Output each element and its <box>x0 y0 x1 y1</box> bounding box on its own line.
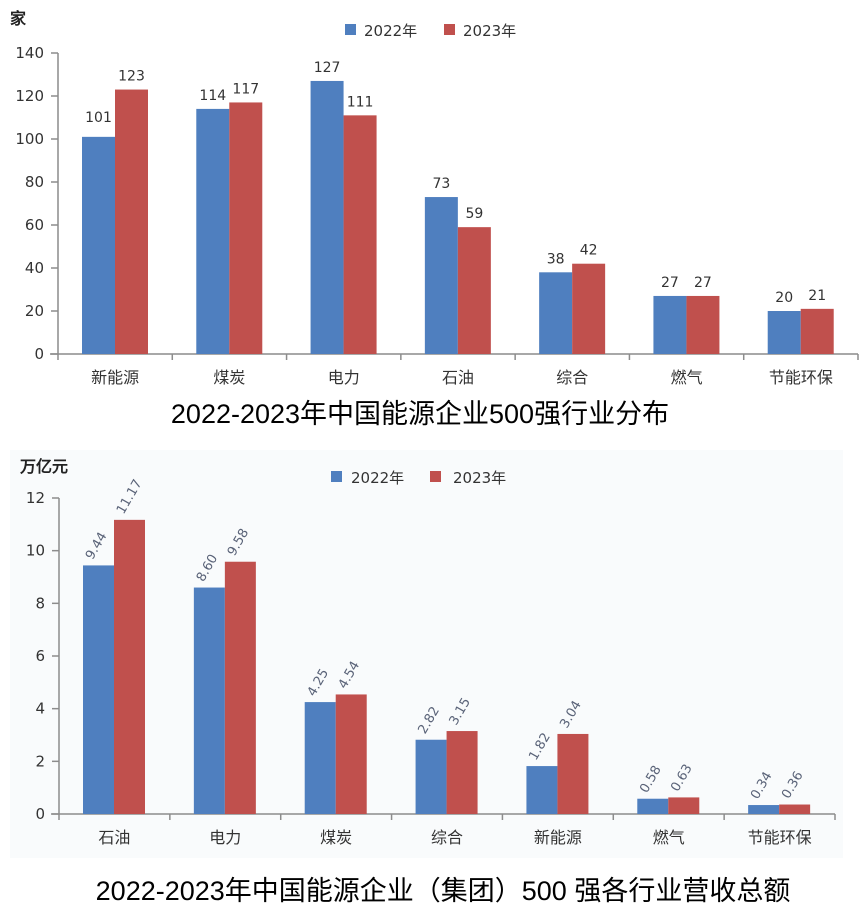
bar-2023 <box>343 115 377 354</box>
bar-2022 <box>653 295 687 354</box>
bar-2022 <box>767 311 801 354</box>
chart2-caption: 2022-2023年中国能源企业（集团）500 强各行业营收总额 <box>96 876 791 906</box>
chart2-legend-label-2023: 2023年 <box>453 469 506 487</box>
chart1-caption: 2022-2023年中国能源企业500强行业分布 <box>171 399 669 429</box>
bar-2023 <box>686 295 720 354</box>
data-label: 127 <box>314 60 341 76</box>
bar-2022 <box>310 80 344 354</box>
chart1-y-unit-label: 家 <box>10 9 27 28</box>
y-tick-label: 12 <box>26 489 45 507</box>
y-tick-label: 100 <box>15 130 44 148</box>
x-category-label: 节能环保 <box>748 828 812 847</box>
x-category-label: 煤炭 <box>213 368 245 387</box>
x-category-label: 新能源 <box>534 828 582 847</box>
data-label: 38 <box>547 251 565 267</box>
bar-2023 <box>114 519 145 814</box>
bar-2022 <box>424 197 458 354</box>
bar-2022 <box>82 136 115 354</box>
bar-2022 <box>304 702 336 814</box>
x-category-label: 综合 <box>431 828 463 847</box>
bar-2023 <box>779 804 811 814</box>
y-tick-label: 140 <box>15 44 44 62</box>
chart2-legend: 2022年 2023年 <box>331 469 506 487</box>
bar-2023 <box>800 308 834 354</box>
chart2-legend-label-2022: 2022年 <box>351 469 404 487</box>
y-tick-label: 40 <box>25 259 44 277</box>
x-category-label: 燃气 <box>671 368 703 387</box>
y-tick-label: 0 <box>34 345 44 363</box>
y-tick-label: 60 <box>25 216 44 234</box>
chart2-legend-swatch-2023 <box>430 471 441 482</box>
data-label: 111 <box>347 94 374 110</box>
x-category-label: 煤炭 <box>320 828 352 847</box>
chart-industry-distribution: 家 2022年 2023年 0 20 40 60 80 100 120 140 新能源 煤炭 电力 石… <box>10 9 859 429</box>
x-category-label: 燃气 <box>653 828 685 847</box>
bar-2023 <box>457 227 491 354</box>
chart1-legend-swatch-2023 <box>444 24 455 35</box>
bar-2022 <box>539 272 573 354</box>
bar-2023 <box>224 561 256 814</box>
x-category-label: 电力 <box>328 368 360 387</box>
y-tick-label: 8 <box>35 594 45 612</box>
bar-2022 <box>415 739 447 814</box>
data-label: 73 <box>432 176 450 192</box>
y-tick-label: 2 <box>35 752 45 770</box>
bar-2022 <box>748 805 780 814</box>
data-label: 117 <box>232 81 259 97</box>
data-label: 42 <box>580 243 598 259</box>
y-tick-label: 0 <box>35 805 45 823</box>
chart2-y-unit-label: 万亿元 <box>19 457 68 476</box>
data-label: 27 <box>661 275 679 291</box>
y-tick-label: 6 <box>35 647 45 665</box>
x-category-label: 石油 <box>442 368 474 387</box>
y-tick-label: 20 <box>25 302 44 320</box>
y-tick-label: 120 <box>15 87 44 105</box>
bar-2022 <box>196 108 230 355</box>
x-category-label: 新能源 <box>91 368 139 387</box>
x-category-label: 节能环保 <box>769 368 833 387</box>
chart-industry-revenue: 万亿元 2022年 2023年 0 2 4 6 8 10 12 石油 电力 煤炭 综合 新能源 燃气 节能… <box>19 457 836 906</box>
bar-2022 <box>637 798 669 814</box>
bar-2023 <box>446 731 478 814</box>
x-category-label: 电力 <box>209 828 241 847</box>
bar-2023 <box>229 102 263 354</box>
bar-2022 <box>526 766 558 814</box>
data-label: 21 <box>808 288 826 304</box>
data-label: 101 <box>85 110 112 126</box>
data-label: 27 <box>694 275 712 291</box>
bar-2022 <box>193 587 225 814</box>
chart1-legend: 2022年 2023年 <box>345 22 516 40</box>
chart1-legend-swatch-2022 <box>345 24 356 35</box>
bar-2023 <box>557 733 589 814</box>
data-label: 59 <box>465 206 483 222</box>
data-label: 114 <box>199 88 226 104</box>
data-label: 123 <box>118 69 145 85</box>
bar-2023 <box>115 89 148 355</box>
y-tick-label: 80 <box>25 173 44 191</box>
chart2-legend-swatch-2022 <box>331 471 342 482</box>
x-category-label: 综合 <box>556 368 588 387</box>
data-label: 20 <box>775 290 793 306</box>
y-tick-label: 4 <box>35 700 45 718</box>
chart1-legend-label-2022: 2022年 <box>364 22 417 40</box>
chart1-legend-label-2023: 2023年 <box>463 22 516 40</box>
bar-2023 <box>572 263 606 354</box>
bar-2023 <box>668 797 700 814</box>
bar-2023 <box>335 694 367 814</box>
x-category-label: 石油 <box>98 828 130 847</box>
bar-2022 <box>83 565 114 814</box>
y-tick-label: 10 <box>26 542 45 560</box>
